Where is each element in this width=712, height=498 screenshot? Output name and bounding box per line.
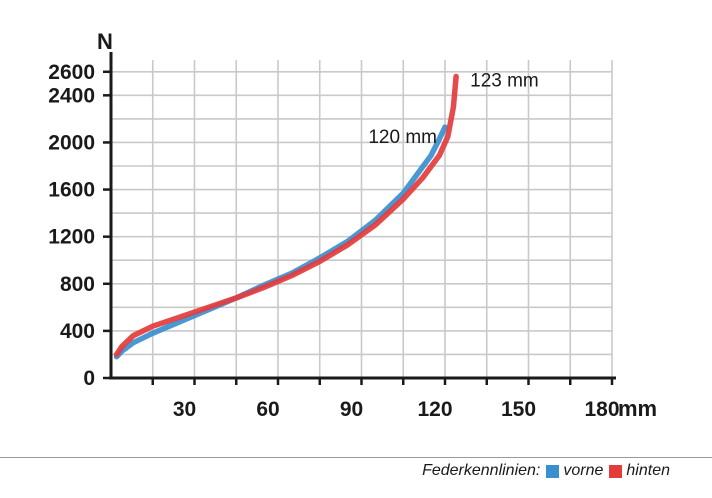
x-axis-unit: mm bbox=[618, 396, 657, 421]
y-tick-label: 2400 bbox=[48, 84, 95, 107]
x-tick-label: 150 bbox=[501, 398, 536, 421]
x-tick-label: 90 bbox=[340, 398, 363, 421]
y-tick-label: 1600 bbox=[48, 179, 95, 202]
legend-swatch-vorne bbox=[546, 464, 560, 478]
series-end-label-hinten: 123 mm bbox=[470, 70, 539, 91]
legend-label-vorne: vorne bbox=[563, 462, 604, 479]
series-line-hinten bbox=[113, 73, 459, 358]
series-end-label-vorne: 120 mm bbox=[368, 127, 437, 148]
legend-swatch-hinten bbox=[609, 464, 623, 478]
legend-label-hinten: hinten bbox=[626, 462, 670, 479]
x-tick-label: 60 bbox=[256, 398, 279, 421]
legend-title: Federkennlinien: bbox=[422, 462, 541, 479]
legend: Federkennlinien: vorne hinten bbox=[422, 462, 670, 480]
y-tick-label: 0 bbox=[83, 367, 95, 390]
footer-divider bbox=[0, 457, 712, 458]
x-tick-label: 180 bbox=[584, 398, 619, 421]
grid bbox=[111, 60, 613, 378]
y-tick-label: 800 bbox=[60, 273, 95, 296]
y-tick-label: 2000 bbox=[48, 131, 95, 154]
axes bbox=[103, 52, 616, 385]
x-tick-label: 120 bbox=[417, 398, 452, 421]
x-tick-label: 30 bbox=[173, 398, 196, 421]
series-lines bbox=[113, 73, 459, 360]
y-tick-label: 2600 bbox=[48, 61, 95, 84]
y-tick-label: 400 bbox=[60, 320, 95, 343]
y-axis-unit: N bbox=[97, 29, 113, 54]
y-tick-label: 1200 bbox=[48, 226, 95, 249]
